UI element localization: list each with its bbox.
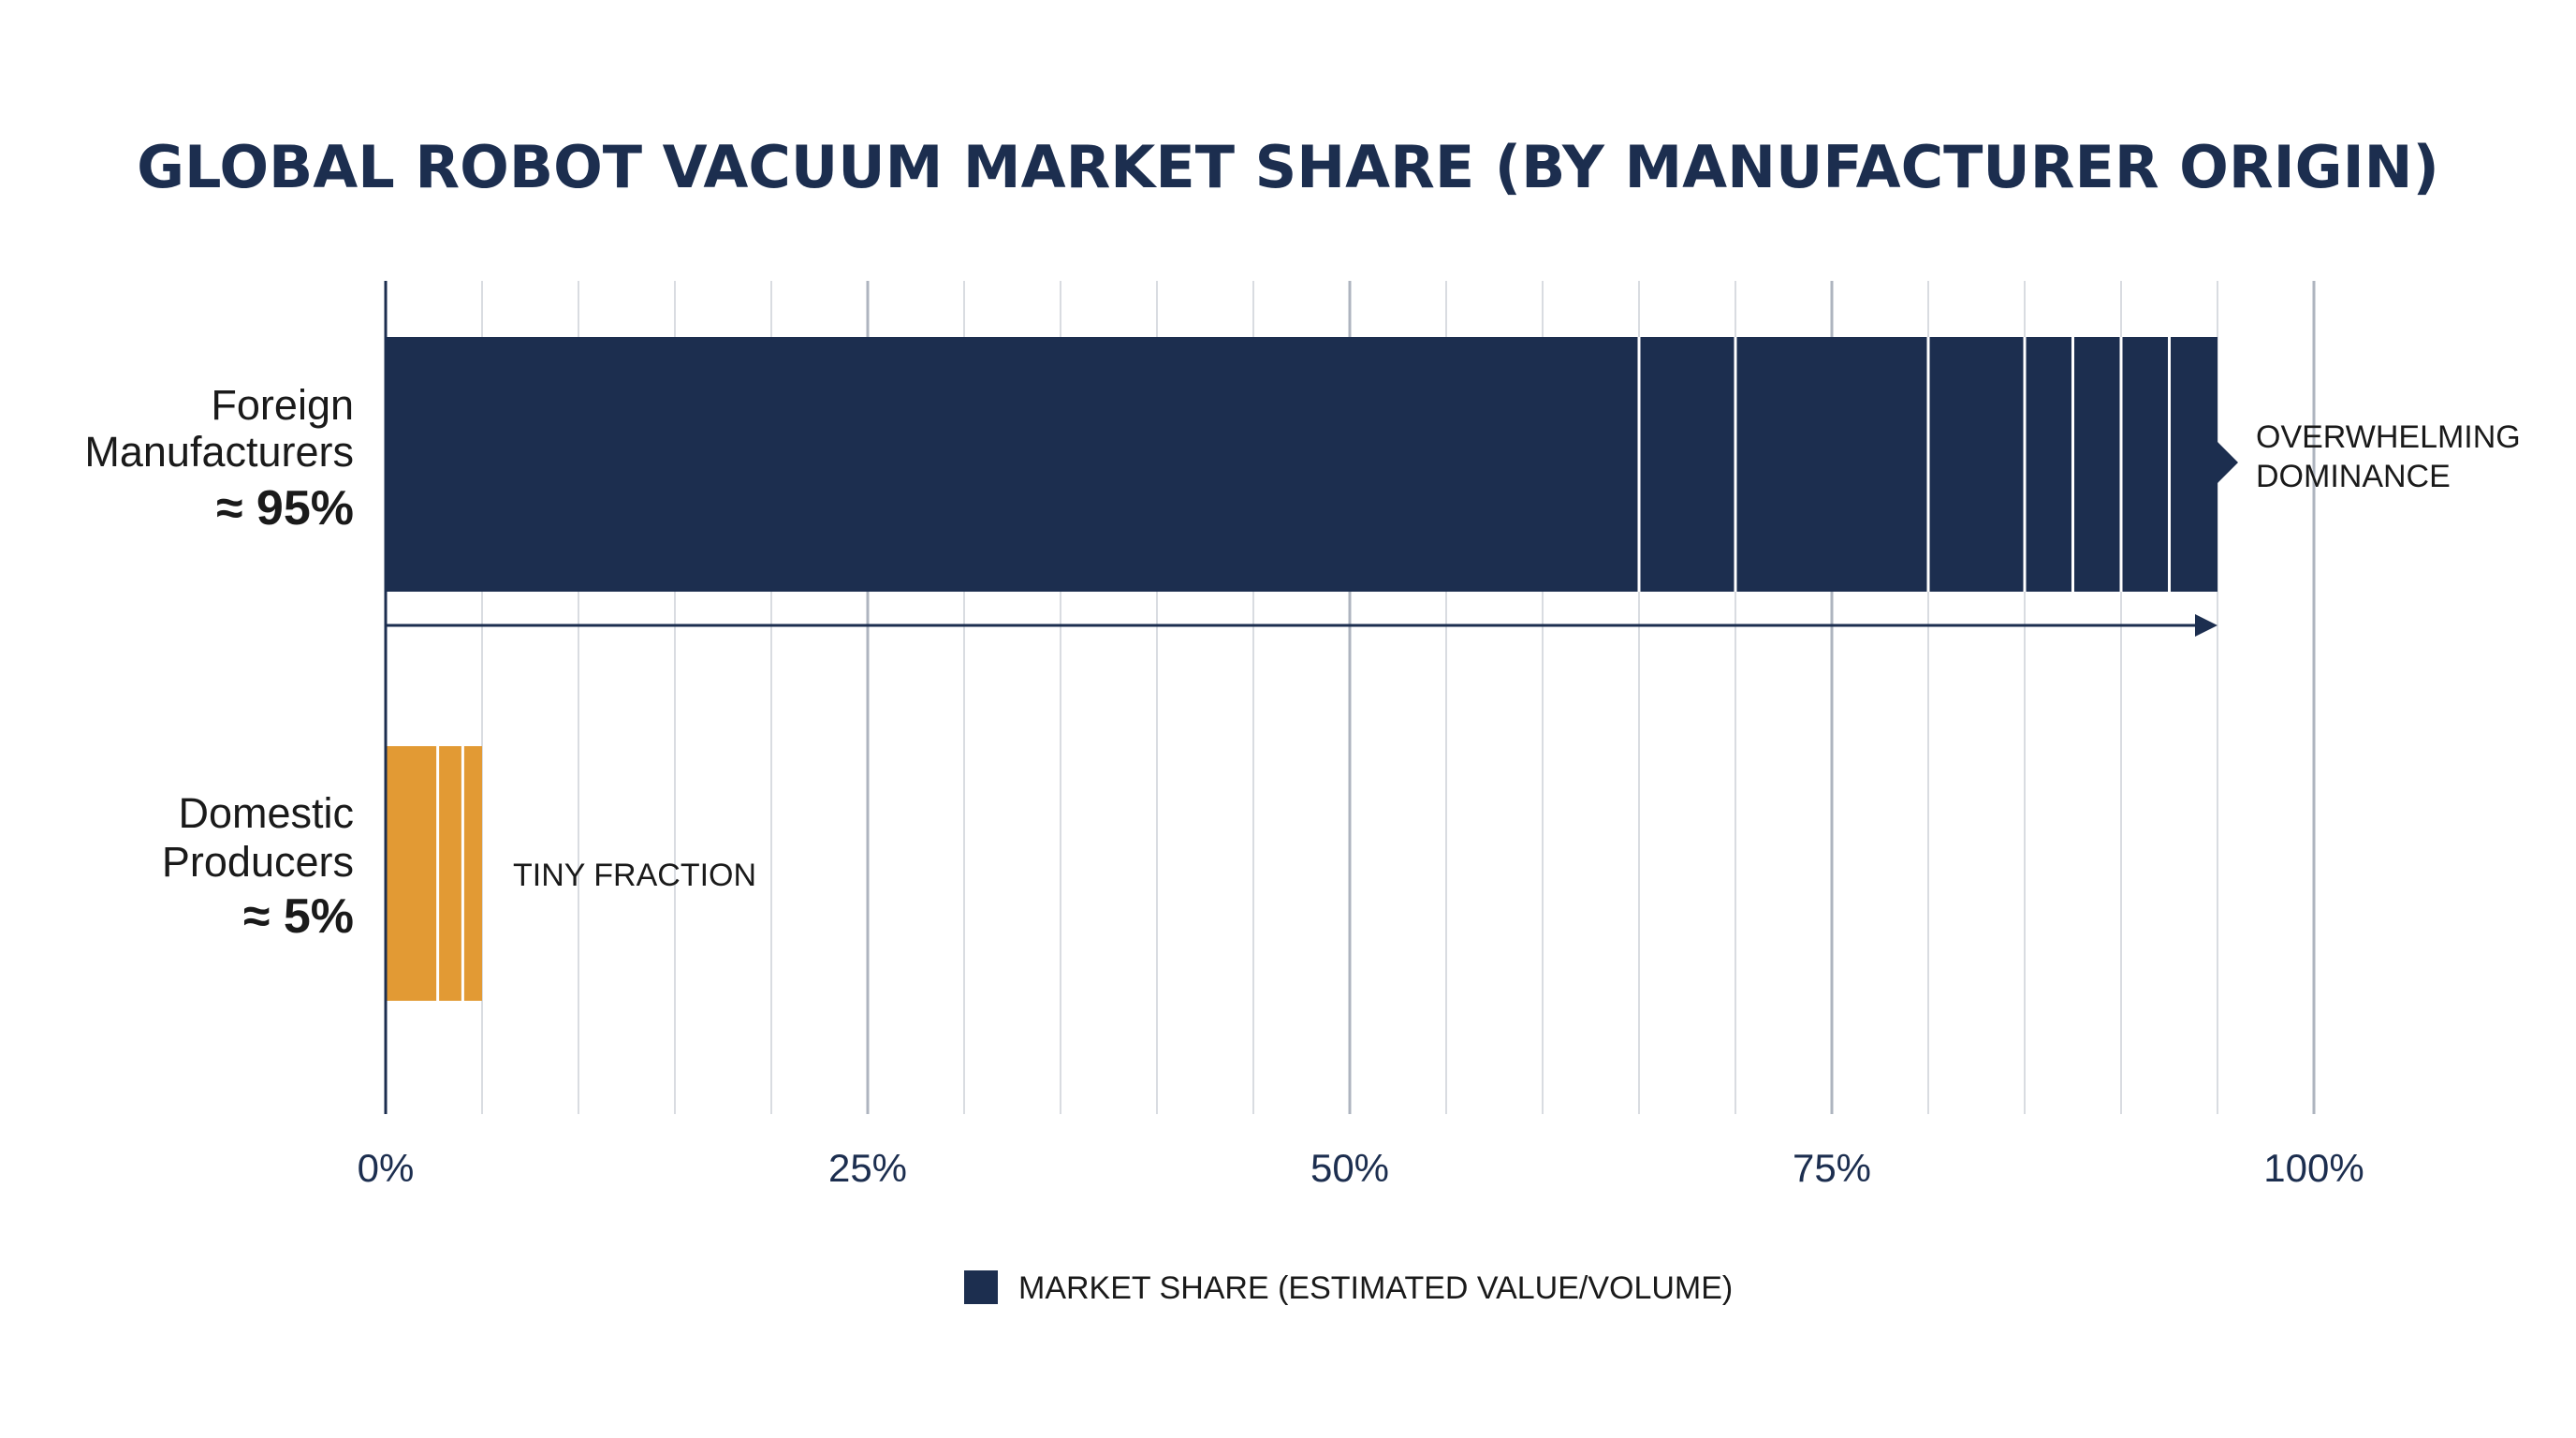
x-tick-label: 25% bbox=[828, 1146, 907, 1190]
x-tick-label: 50% bbox=[1310, 1146, 1389, 1190]
x-tick-label: 0% bbox=[358, 1146, 415, 1190]
category-value-label: ≈ 5% bbox=[243, 889, 354, 944]
legend: MARKET SHARE (ESTIMATED VALUE/VOLUME) bbox=[964, 1270, 1733, 1306]
category-label: Producers bbox=[162, 838, 354, 886]
x-tick-label: 100% bbox=[2263, 1146, 2364, 1190]
bar-pointer bbox=[2217, 442, 2238, 483]
legend-label: MARKET SHARE (ESTIMATED VALUE/VOLUME) bbox=[1018, 1270, 1733, 1306]
legend-swatch bbox=[964, 1270, 998, 1304]
bar-1 bbox=[386, 337, 2217, 592]
annotation-text: TINY FRACTION bbox=[513, 858, 756, 893]
x-tick-labels: 0% 25% 50% 75% 100% bbox=[358, 1146, 2364, 1190]
bars bbox=[386, 337, 2238, 1001]
annotation-text: DOMINANCE bbox=[2256, 459, 2451, 494]
annotation-text: OVERWHELMING bbox=[2256, 419, 2521, 455]
annotations: OVERWHELMING DOMINANCE TINY FRACTION bbox=[513, 419, 2521, 893]
category-value-label: ≈ 95% bbox=[216, 481, 354, 536]
category-label: Foreign bbox=[211, 381, 354, 429]
x-tick-label: 75% bbox=[1793, 1146, 1871, 1190]
category-label: Manufacturers bbox=[84, 428, 354, 476]
category-label: Domestic bbox=[178, 789, 354, 837]
extent-arrow-head bbox=[2195, 614, 2217, 637]
chart-title: GLOBAL ROBOT VACUUM MARKET SHARE (BY MAN… bbox=[137, 133, 2439, 201]
bar-2 bbox=[386, 746, 482, 1001]
